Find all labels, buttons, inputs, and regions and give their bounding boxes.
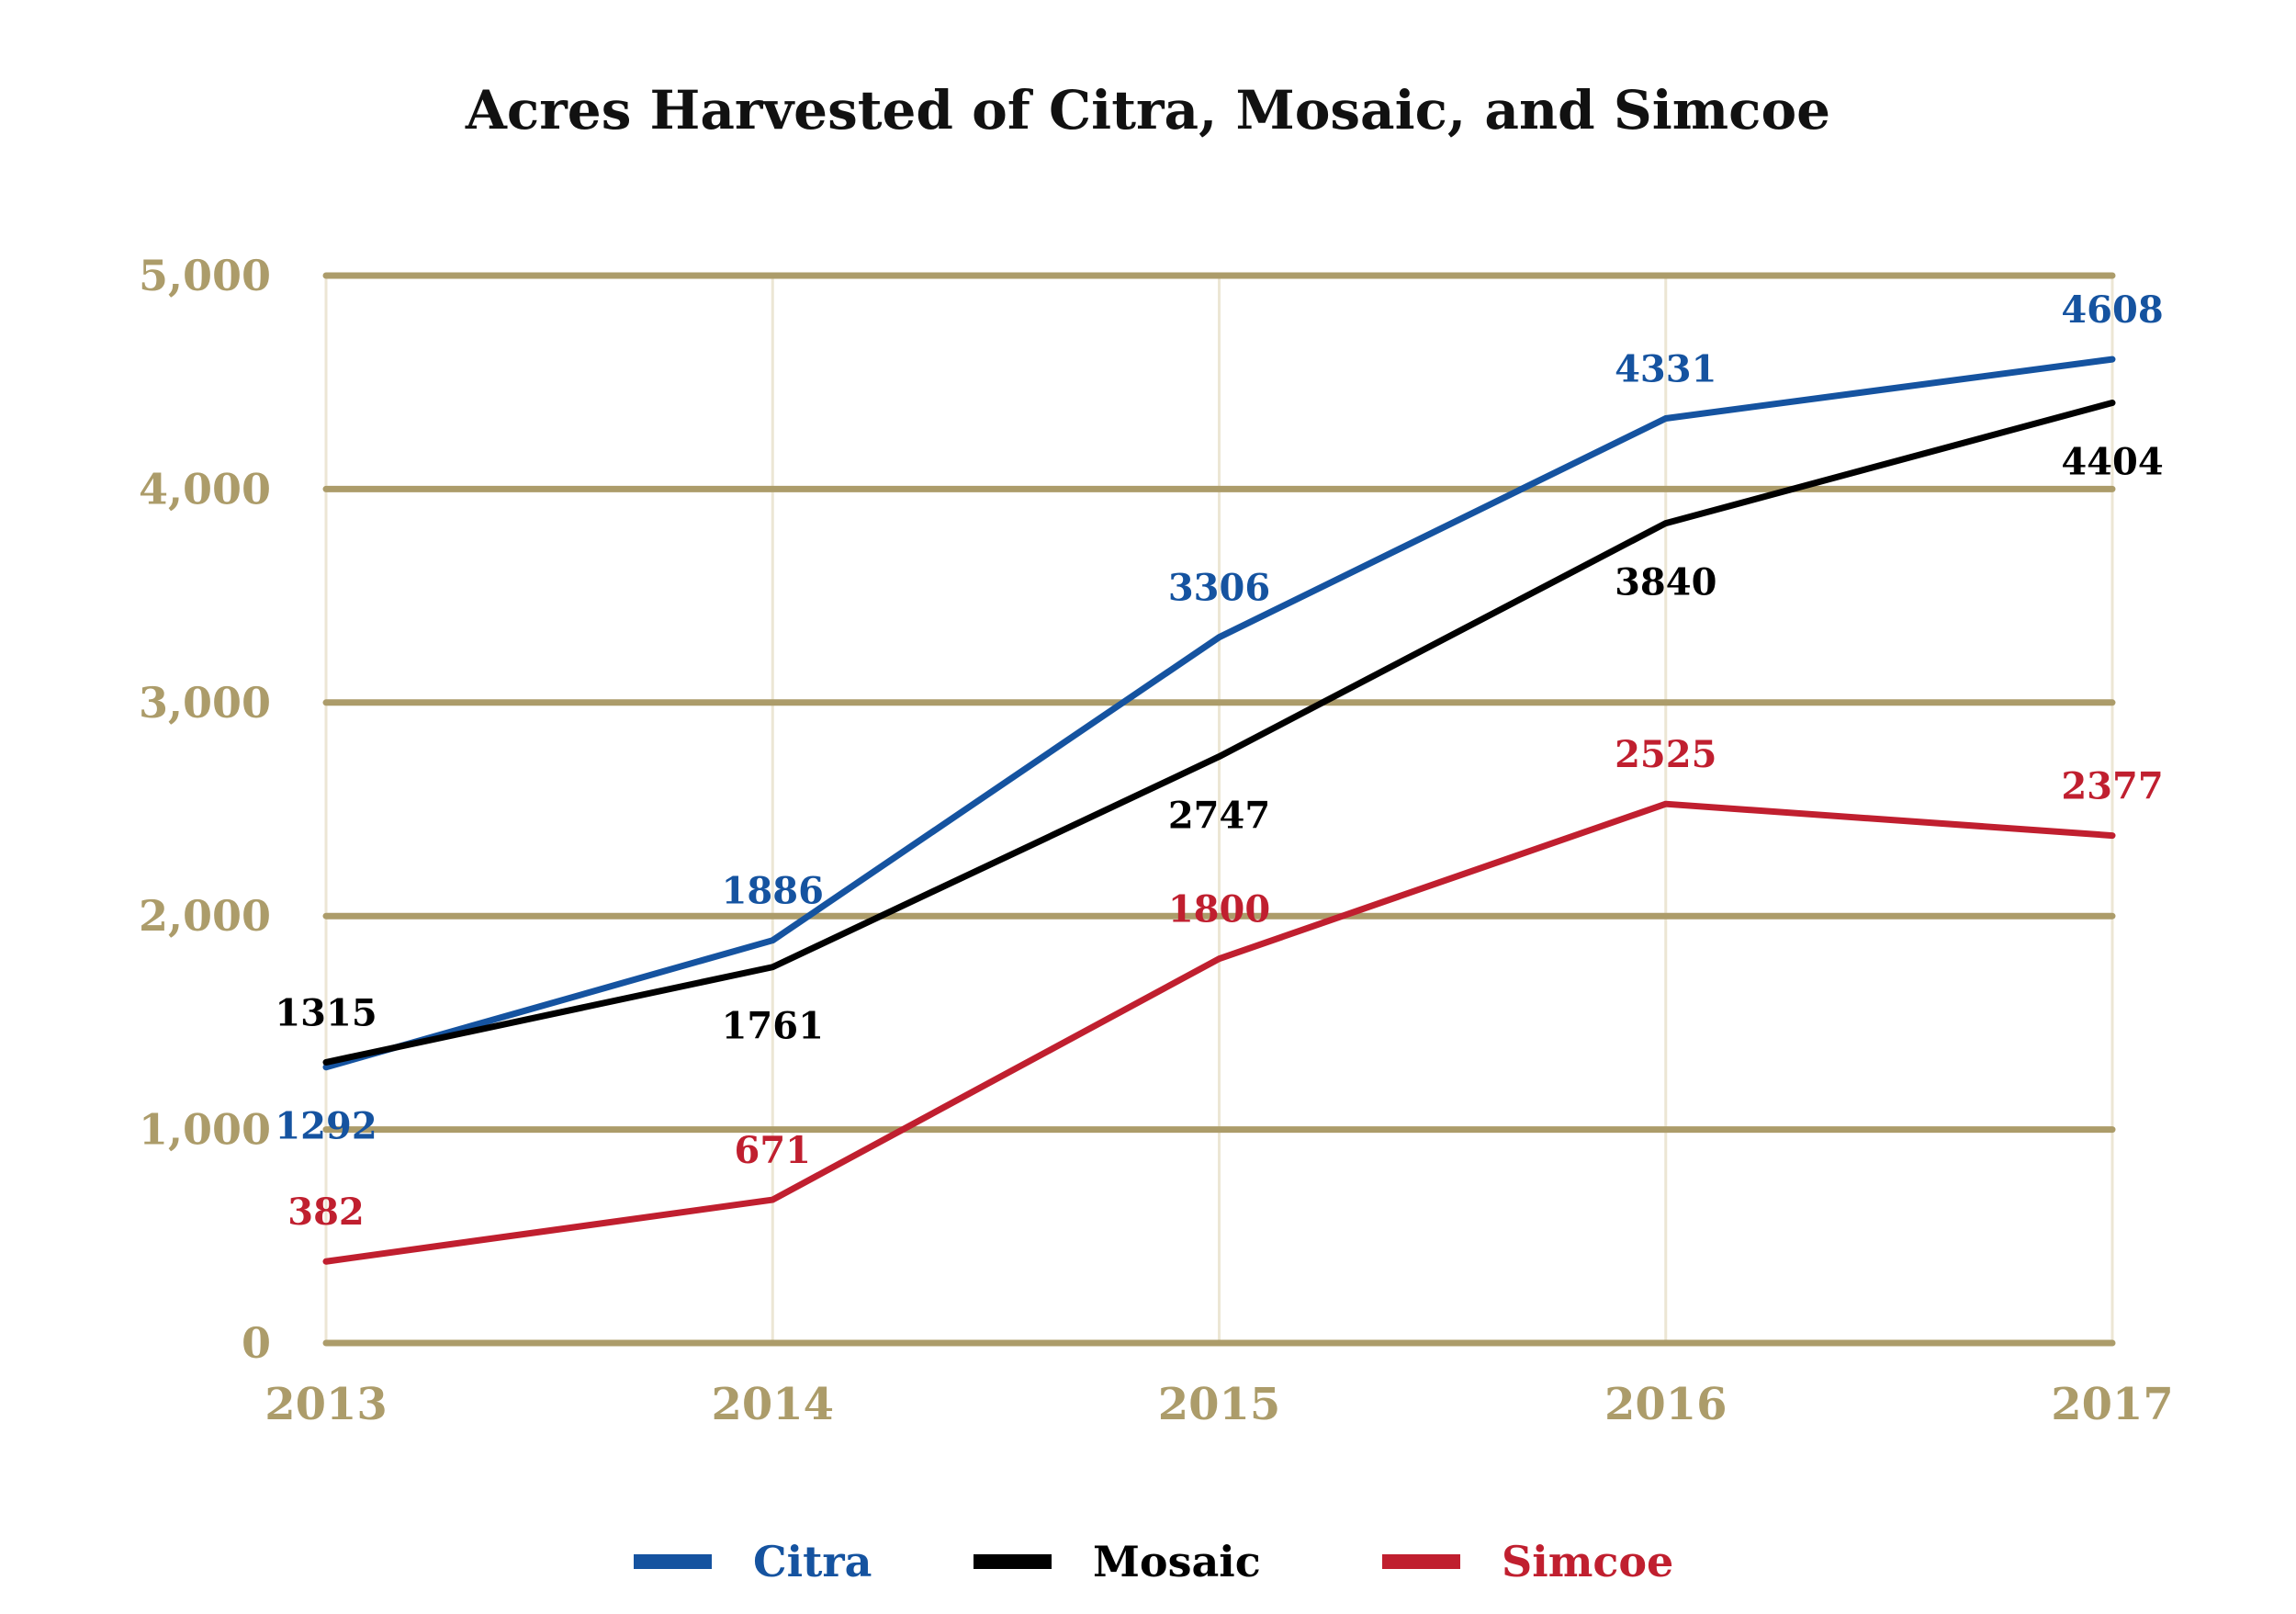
data-label-simcoe: 2525 (1615, 733, 1716, 776)
data-labels: 1292 1315 382 1886 1761 671 3306 2747 1800 4331 38… (275, 288, 2163, 1234)
y-tick-label: 3,000 (139, 678, 271, 728)
legend-item-simcoe: Simcoe (1382, 1537, 1673, 1586)
vertical-gridlines (324, 276, 2114, 1343)
legend: Citra Mosaic Simcoe (634, 1537, 1673, 1586)
data-label-citra: 4331 (1615, 347, 1716, 390)
x-tick-label: 2013 (264, 1379, 388, 1430)
legend-label: Mosaic (1093, 1537, 1261, 1586)
legend-item-mosaic: Mosaic (974, 1537, 1261, 1586)
y-tick-label: 2,000 (139, 891, 271, 941)
series-line-citra (322, 356, 2116, 1071)
x-tick-label: 2015 (1158, 1379, 1281, 1430)
legend-label: Simcoe (1502, 1537, 1673, 1586)
x-axis-ticks: 2013 2014 2015 2016 2017 (264, 1379, 2174, 1430)
data-label-mosaic: 1315 (275, 991, 377, 1034)
data-label-simcoe: 382 (287, 1191, 365, 1234)
data-label-citra: 1886 (722, 870, 824, 913)
y-axis-ticks: 0 1,000 2,000 3,000 4,000 5,000 (139, 251, 271, 1368)
data-label-simcoe: 1800 (1168, 888, 1270, 931)
series-line-mosaic (322, 400, 2116, 1066)
data-label-mosaic: 1761 (722, 1005, 824, 1048)
data-label-citra: 4608 (2061, 288, 2163, 332)
series-line-simcoe (322, 800, 2116, 1265)
data-label-mosaic: 3840 (1615, 561, 1716, 604)
x-tick-label: 2017 (2051, 1379, 2174, 1430)
x-tick-label: 2014 (711, 1379, 834, 1430)
y-tick-label: 0 (242, 1318, 271, 1368)
x-tick-label: 2016 (1604, 1379, 1728, 1430)
data-label-mosaic: 4404 (2061, 441, 2163, 484)
y-tick-label: 5,000 (139, 251, 271, 300)
data-label-citra: 3306 (1168, 567, 1270, 610)
chart-title: Acres Harvested of Citra, Mosaic, and Si… (465, 79, 1830, 141)
legend-label: Citra (753, 1537, 872, 1586)
data-label-mosaic: 2747 (1168, 795, 1270, 838)
data-label-simcoe: 2377 (2061, 765, 2163, 808)
series-lines (322, 356, 2116, 1265)
data-label-citra: 1292 (275, 1105, 377, 1148)
data-label-simcoe: 671 (735, 1129, 812, 1172)
horizontal-gridlines (322, 272, 2116, 1347)
y-tick-label: 4,000 (139, 464, 271, 514)
legend-item-citra: Citra (634, 1537, 872, 1586)
y-tick-label: 1,000 (139, 1105, 271, 1155)
